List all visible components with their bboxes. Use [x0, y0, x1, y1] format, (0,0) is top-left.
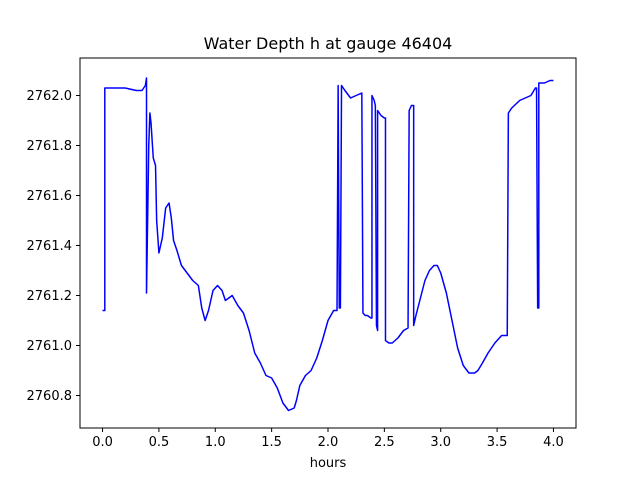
y-tick-label: 2760.8 [27, 389, 73, 404]
x-axis-label: hours [310, 456, 347, 471]
x-tick-label: 0.5 [149, 435, 170, 450]
y-tick-label: 2762.0 [27, 89, 73, 104]
series-line-0 [102, 77, 554, 412]
x-tick-label: 1.0 [205, 435, 226, 450]
x-tick-label: 2.0 [318, 435, 339, 450]
x-tick-label: 1.5 [261, 435, 282, 450]
y-tick-label: 2761.0 [27, 339, 73, 354]
x-tick-label: 0.0 [92, 435, 113, 450]
y-axis-ticks: 2760.8 2761.0 2761.2 2761.4 2761.6 2761.8 2762… [27, 89, 80, 404]
y-tick-label: 2761.8 [27, 139, 73, 154]
x-tick-label: 2.5 [374, 435, 395, 450]
chart-title: Water Depth h at gauge 46404 [204, 34, 453, 53]
plot-area: 0.0 0.5 1.0 1.5 2.0 2.5 3.0 3.5 4.0 2760.8 2761.0… [27, 57, 577, 450]
y-tick-label: 2761.4 [27, 239, 73, 254]
y-tick-label: 2761.6 [27, 189, 73, 204]
x-axis-ticks: 0.0 0.5 1.0 1.5 2.0 2.5 3.0 3.5 4.0 [92, 428, 564, 450]
x-tick-label: 3.5 [487, 435, 508, 450]
y-tick-label: 2761.2 [27, 289, 73, 304]
x-tick-label: 3.0 [430, 435, 451, 450]
x-tick-label: 4.0 [543, 435, 564, 450]
series-layer [102, 77, 554, 412]
